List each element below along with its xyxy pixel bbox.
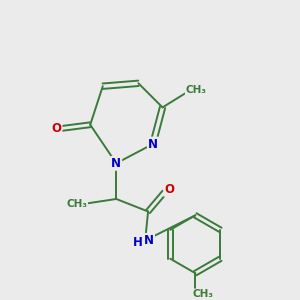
Text: CH₃: CH₃ <box>186 85 207 95</box>
Text: N: N <box>148 137 158 151</box>
Text: O: O <box>164 183 174 196</box>
Text: N: N <box>111 157 121 170</box>
Text: N: N <box>144 234 154 247</box>
Text: H: H <box>133 236 142 249</box>
Text: CH₃: CH₃ <box>193 290 214 299</box>
Text: CH₃: CH₃ <box>66 199 87 209</box>
Text: O: O <box>52 122 61 135</box>
